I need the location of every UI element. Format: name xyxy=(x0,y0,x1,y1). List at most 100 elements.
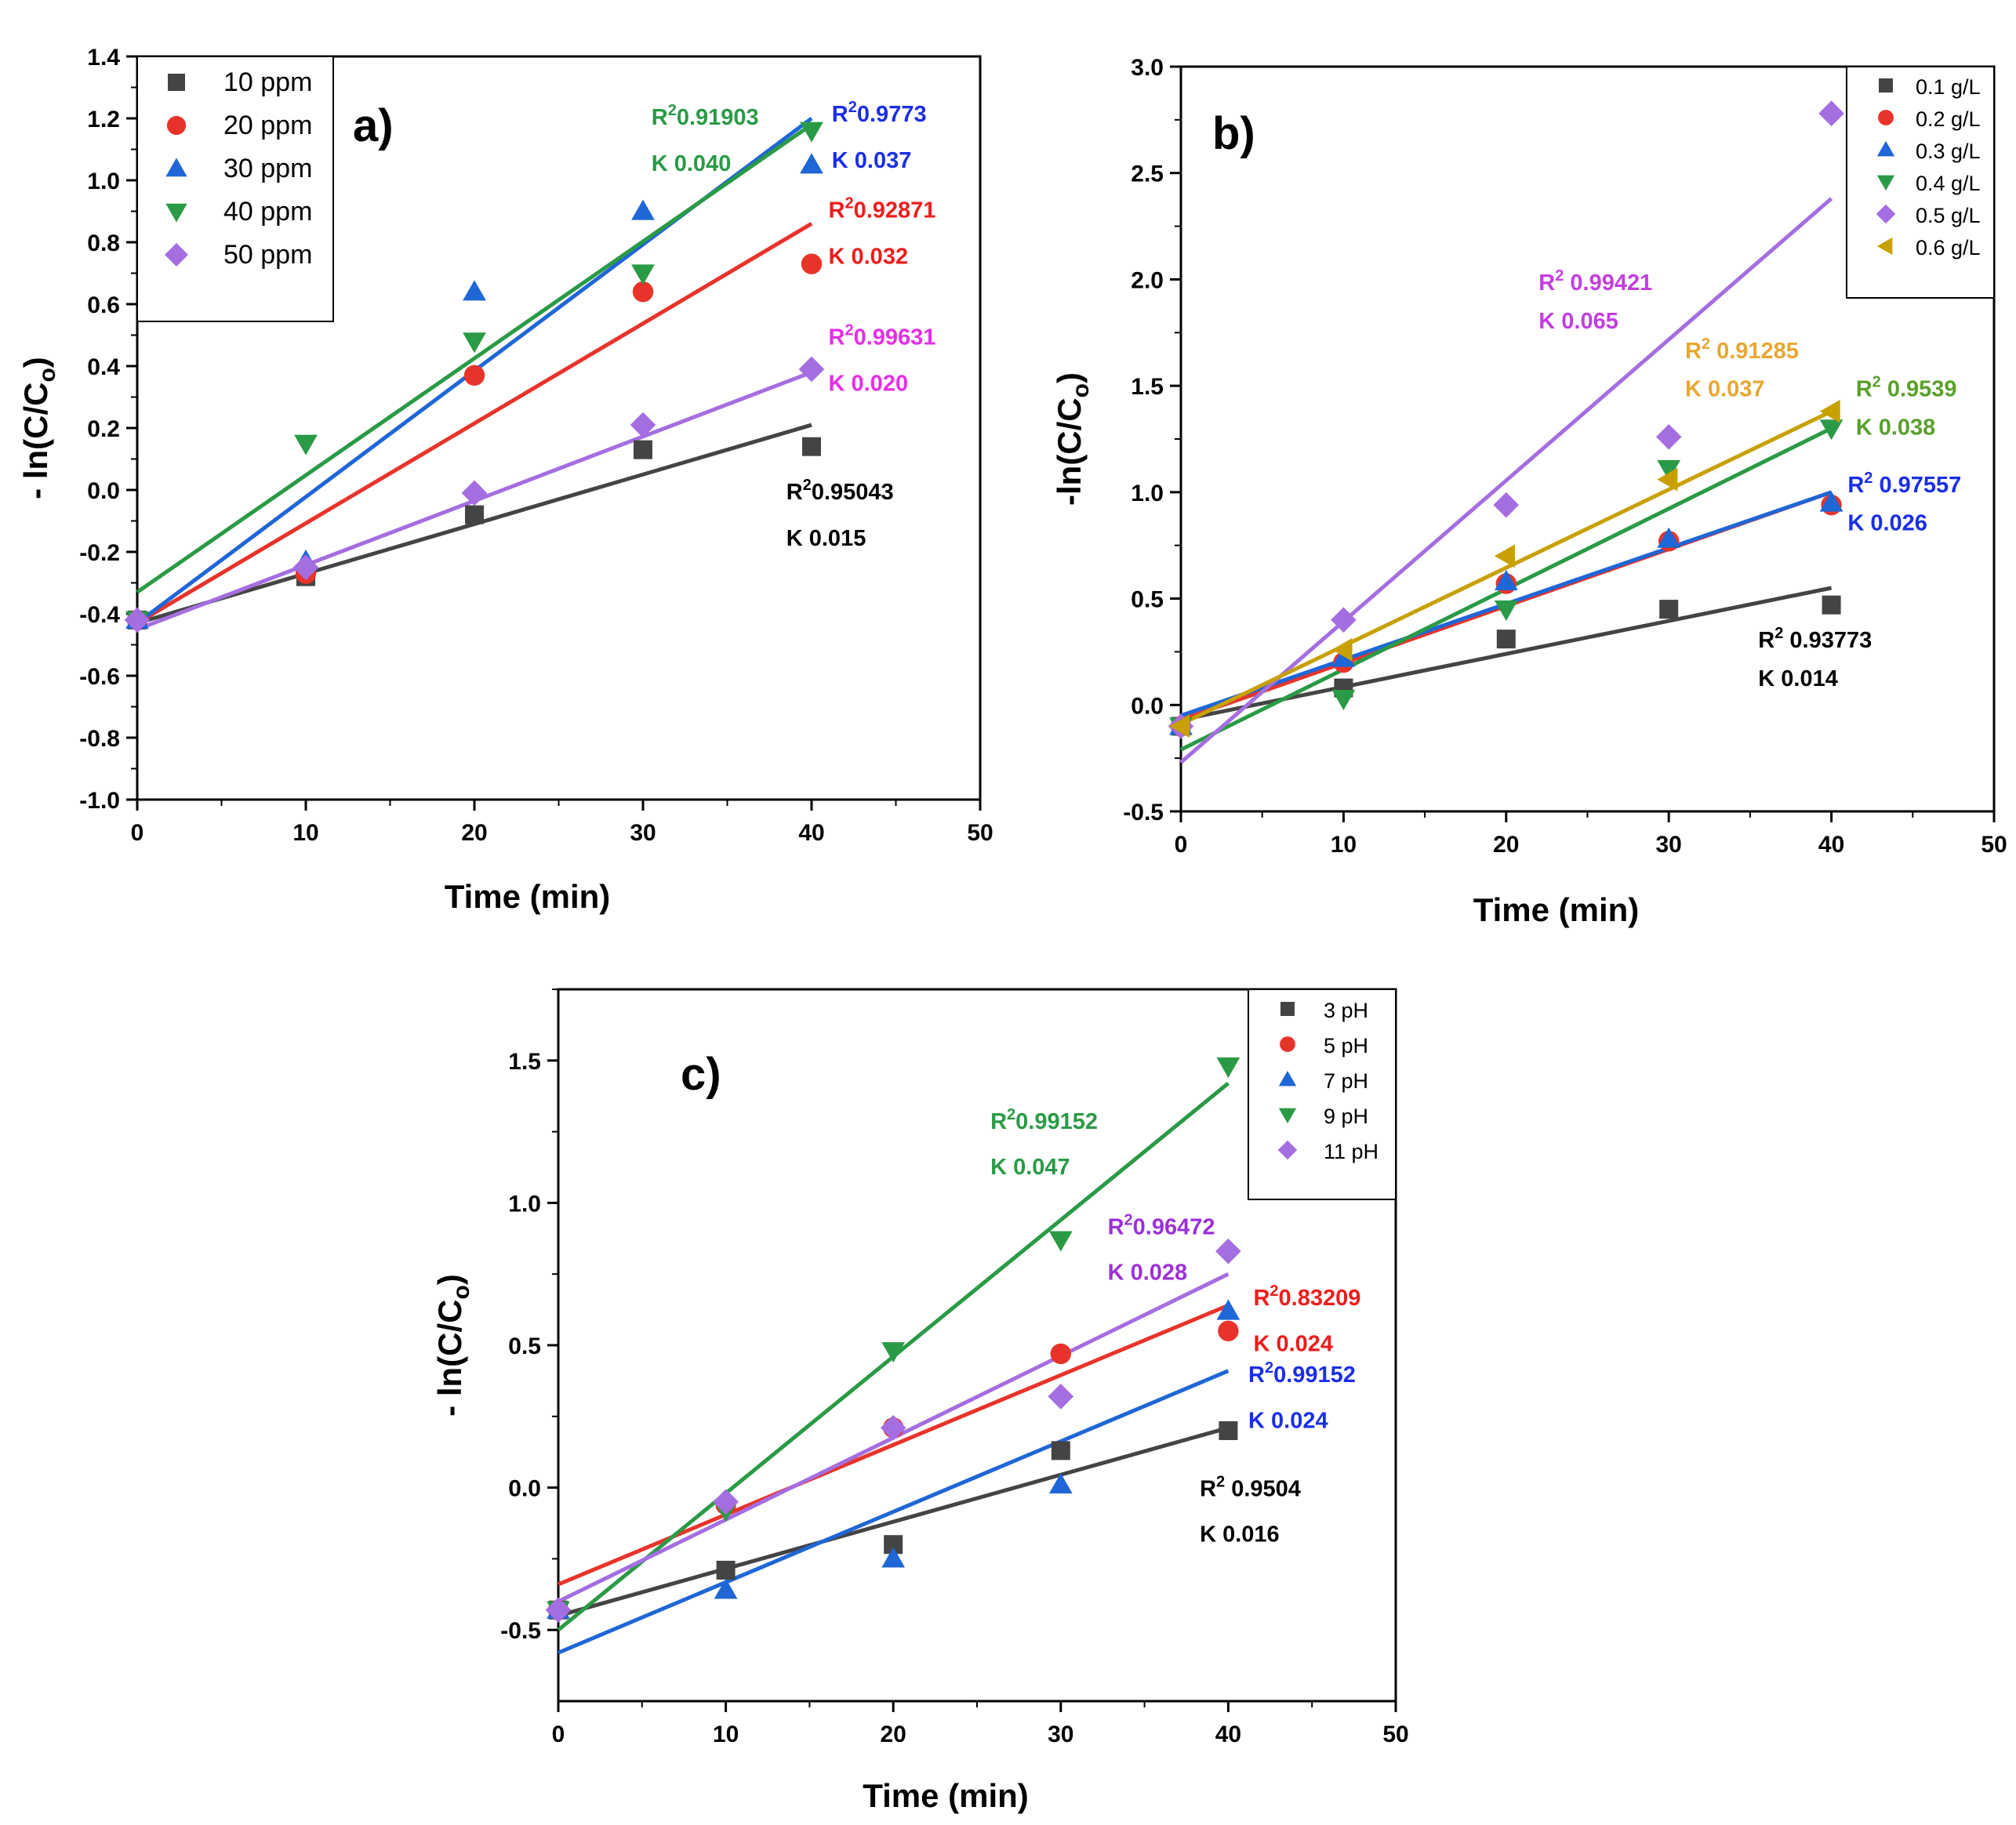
panel-c-data-point xyxy=(1051,1441,1070,1460)
panel-b-legend-label: 0.3 g/L xyxy=(1916,140,1981,163)
panel-a-data-point xyxy=(463,332,486,354)
panel-b-annotation-k: K 0.026 xyxy=(1847,511,1927,536)
panel-c-fit-line xyxy=(558,1369,1230,1655)
panel-b-annotation-k: K 0.037 xyxy=(1685,377,1765,402)
panel-c-legend-label: 5 pH xyxy=(1324,1034,1368,1058)
panel-b-data-point xyxy=(1494,600,1518,622)
panel-a-legend-marker xyxy=(165,158,187,177)
panel-a-legend-marker xyxy=(166,115,187,136)
panel-b-xtick-label: 40 xyxy=(1818,832,1844,858)
panel-b-data-point xyxy=(1657,459,1681,481)
panel-b-ytick-label: 3.0 xyxy=(1131,55,1164,81)
panel-c-annotation-k: K 0.024 xyxy=(1248,1408,1328,1433)
panel-a-ytick-label: 1.2 xyxy=(87,107,120,132)
panel-b-ylabel: -ln(C/Co) xyxy=(1051,372,1094,506)
panel-c-annotation-r2: R20.99152 xyxy=(1248,1359,1356,1388)
panel-a-legend-label: 30 ppm xyxy=(223,154,312,183)
panel-b-legend-marker xyxy=(1876,204,1896,224)
panel-a-ytick-label: 1.0 xyxy=(87,169,120,194)
panel-b-data-point xyxy=(1331,646,1356,667)
panel-b-xtick-label: 0 xyxy=(1175,832,1188,858)
panel-a-xtick-label: 0 xyxy=(131,820,144,846)
panel-c-legend-marker xyxy=(1280,1036,1295,1052)
panel-c-annotation-r2: R20.83209 xyxy=(1253,1283,1360,1311)
panel-c-ytick-label: 1.0 xyxy=(508,1191,541,1217)
panel-a-data-point xyxy=(463,280,486,301)
panel-a-ytick-label: -0.4 xyxy=(79,602,120,628)
panel-a-data-point xyxy=(465,505,484,524)
panel-a-data-point xyxy=(631,199,655,220)
panel-c-fit-line xyxy=(558,1425,1230,1618)
panel-b-ytick-label: -0.5 xyxy=(1123,800,1164,825)
panel-c-data-point xyxy=(880,1415,906,1441)
panel-a-legend-label: 10 ppm xyxy=(223,67,312,97)
panel-c-legend-marker xyxy=(1278,1070,1297,1087)
panel-c-label: c) xyxy=(681,1049,721,1100)
panel-a-annotation-r2: R20.9773 xyxy=(832,99,927,127)
panel-c-chart: 0 10 20 30 40 50 -0.5 0.0 0.5 1.0 1.5 Time (min) - l… xyxy=(431,988,1409,1814)
panel-b-data-point xyxy=(1822,595,1841,615)
panel-b-annotation-r2: R2 0.9539 xyxy=(1856,374,1957,402)
panel-a-label: a) xyxy=(353,100,394,151)
panel-b-ytick-label: 0.5 xyxy=(1131,587,1164,613)
panel-b-xlabel: Time (min) xyxy=(1473,891,1640,928)
panel-c-legend-marker xyxy=(1280,1002,1295,1016)
panel-b-ytick-label: 2.5 xyxy=(1131,161,1164,187)
panel-b-fit-line xyxy=(1179,409,1833,726)
panel-b-annotation-r2: R2 0.99421 xyxy=(1538,267,1652,296)
panel-c-annotation-r2: R20.96472 xyxy=(1108,1211,1215,1239)
panel-a-ytick-label: 0.4 xyxy=(87,354,120,380)
panel-c-data-point xyxy=(1215,1238,1241,1264)
panel-a-data-point xyxy=(631,264,655,285)
panel-b-data-point xyxy=(1818,100,1844,127)
panel-c-xtick-label: 20 xyxy=(881,1722,906,1747)
panel-a-annotation-r2: R20.95043 xyxy=(786,477,894,505)
panel-a-legend-marker xyxy=(168,74,185,91)
panel-c-data-point xyxy=(1216,1299,1240,1320)
panel-a-ytick-label: -1.0 xyxy=(79,788,120,814)
panel-a-data-point xyxy=(634,440,652,459)
panel-a-xlabel: Time (min) xyxy=(445,878,611,915)
panel-b-data-point xyxy=(1496,629,1516,649)
panel-c-data-point xyxy=(1050,1343,1072,1365)
panel-c-data-point xyxy=(545,1597,572,1624)
panel-b-legend-label: 0.2 g/L xyxy=(1916,107,1981,131)
panel-c-data-point xyxy=(881,1547,906,1568)
panel-c-data-point xyxy=(716,1560,736,1580)
panel-a-fit-line xyxy=(136,122,813,594)
panel-a-annotation-r2: R20.99631 xyxy=(829,321,936,350)
panel-a-data-point xyxy=(798,356,825,383)
panel-c-xtick-label: 40 xyxy=(1215,1722,1241,1747)
panel-c-xlabel: Time (min) xyxy=(863,1777,1029,1814)
panel-a-annotation-k: K 0.020 xyxy=(829,372,909,397)
panel-b-data-point xyxy=(1655,423,1682,450)
panel-b-data-point xyxy=(1331,607,1357,633)
panel-c-data-point xyxy=(1219,1420,1238,1440)
panel-b-data-point xyxy=(1331,637,1353,662)
panel-a-xtick-label: 40 xyxy=(798,820,824,846)
panel-b-legend-label: 0.5 g/L xyxy=(1916,204,1981,227)
panel-a-xtick-label: 30 xyxy=(630,820,656,846)
panel-c-legend-marker xyxy=(1277,1140,1298,1160)
panel-a-ytick-label: -0.2 xyxy=(79,540,120,566)
panel-a-data-point xyxy=(800,153,823,174)
panel-c-data-point xyxy=(1048,1473,1073,1494)
panel-b-fit-line xyxy=(1179,197,1833,764)
panel-b-data-point xyxy=(1819,419,1843,441)
panel-a-ytick-label: 1.4 xyxy=(87,45,120,71)
panel-c-annotation-k: K 0.028 xyxy=(1108,1260,1188,1285)
panel-c-legend-label: 9 pH xyxy=(1324,1105,1368,1128)
panel-b-annotation-k: K 0.038 xyxy=(1856,415,1936,441)
panel-a-ytick-label: -0.8 xyxy=(79,726,120,752)
panel-a-data-point xyxy=(124,607,151,633)
panel-b-data-point xyxy=(1169,714,1190,738)
panel-c-xtick-label: 50 xyxy=(1382,1722,1408,1747)
panel-a-chart: 0 10 20 30 40 50 -1.0 -0.8 -0.6 -0.4 -0.2 0.0 0.2 0.4… xyxy=(17,45,993,915)
panel-c-annotation-r2: R2 0.9504 xyxy=(1200,1473,1301,1501)
panel-a-legend-label: 20 ppm xyxy=(223,111,312,140)
panel-a-fit-line xyxy=(136,222,813,626)
panel-c-data-point xyxy=(714,1578,738,1599)
panel-b-data-point xyxy=(1331,689,1356,711)
panel-c-ytick-label: 0.0 xyxy=(508,1476,541,1502)
panel-b-xtick-label: 50 xyxy=(1981,832,2007,858)
